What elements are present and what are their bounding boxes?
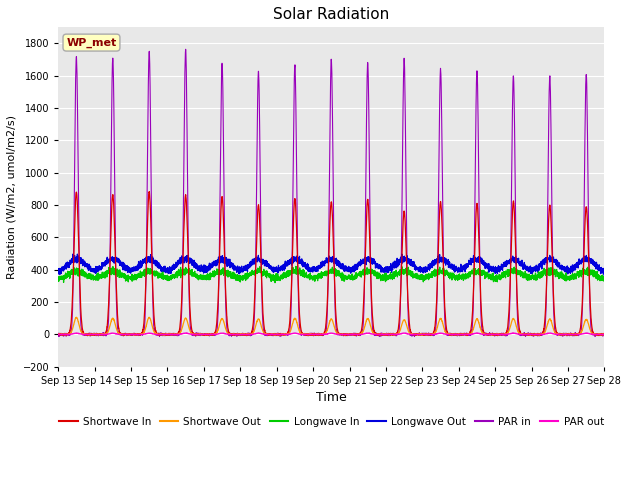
- Title: Solar Radiation: Solar Radiation: [273, 7, 389, 22]
- Y-axis label: Radiation (W/m2, umol/m2/s): Radiation (W/m2, umol/m2/s): [7, 115, 17, 279]
- Text: WP_met: WP_met: [67, 37, 116, 48]
- X-axis label: Time: Time: [316, 391, 347, 404]
- Legend: Shortwave In, Shortwave Out, Longwave In, Longwave Out, PAR in, PAR out: Shortwave In, Shortwave Out, Longwave In…: [54, 413, 608, 431]
